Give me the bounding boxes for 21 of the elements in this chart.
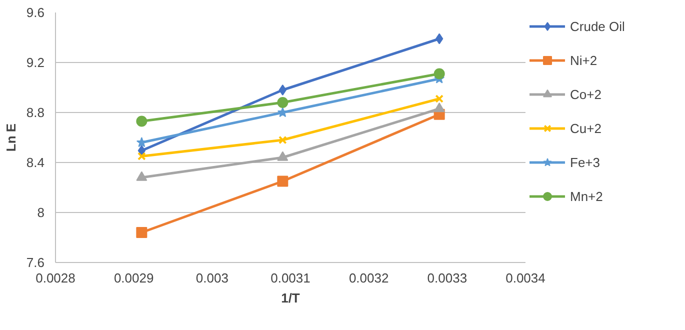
y-tick-label: 8.4 [26, 155, 45, 170]
x-tick-label: 0.0029 [114, 270, 154, 286]
x-tick-label: 0.0032 [348, 270, 389, 286]
legend-label: Crude Oil [570, 18, 625, 34]
x-tick-label: 0.003 [196, 270, 228, 286]
x-tick-label: 0.0031 [270, 270, 310, 286]
x-tick-label: 0.0034 [506, 270, 546, 286]
legend-label: Fe+3 [570, 154, 600, 170]
legend-label: Ni+2 [570, 52, 598, 68]
y-axis-title: Ln E [3, 123, 18, 152]
legend-label: Cu+2 [570, 120, 602, 136]
legend-label: Mn+2 [570, 188, 603, 204]
x-tick-label: 0.0033 [427, 270, 468, 286]
x-tick-label: 0.0028 [36, 270, 76, 286]
x-axis-title: 1/T [281, 290, 300, 306]
y-tick-label: 9.2 [26, 55, 45, 70]
y-tick-label: 9.6 [26, 5, 45, 20]
y-tick-label: 8 [37, 205, 45, 220]
y-tick-label: 7.6 [26, 255, 45, 270]
y-tick-label: 8.8 [26, 105, 45, 120]
legend-label: Co+2 [570, 86, 602, 102]
